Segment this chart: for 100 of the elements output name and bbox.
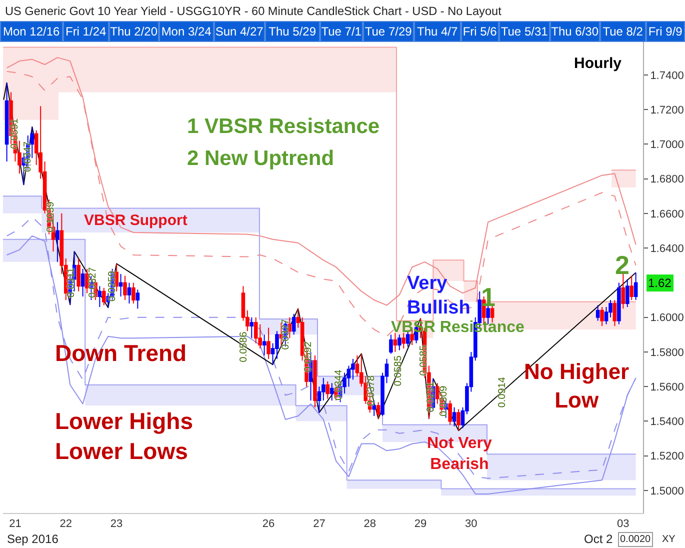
text: Sep 2016 — [7, 532, 59, 546]
y-tick-label: 1.5600 — [650, 381, 684, 394]
y-tick-label: 1.6600 — [650, 208, 684, 220]
text: 1.62 — [648, 276, 672, 290]
text: Mon 12/16 — [2, 24, 60, 38]
y-tick-label: 1.6000 — [650, 312, 684, 324]
chart-title: US Generic Govt 10 Year Yield - USGG10YR - 60 Minute CandleStick Chart - USD - No Layout — [5, 4, 502, 18]
y-tick-label: 1.5800 — [650, 346, 684, 359]
candlestick — [123, 275, 127, 301]
text: Thu 6/30 — [551, 24, 599, 38]
annotation: Lower Highs Lower Lows — [55, 408, 194, 464]
candlestick — [18, 140, 22, 174]
annotation: 0.0592 — [302, 341, 314, 372]
y-tick-label: 1.7200 — [650, 104, 684, 116]
annotation: 0.0259 — [107, 270, 118, 302]
candlestick — [98, 286, 102, 308]
text: Fri 5/6 — [462, 24, 498, 38]
candlestick — [398, 334, 402, 351]
candlestick — [452, 406, 456, 427]
text: Tue 8/2 — [602, 24, 644, 38]
x-tick-label: 30 — [465, 518, 478, 530]
y-tick-label: 1.7000 — [650, 139, 684, 152]
x-tick-label: 21 — [9, 518, 22, 530]
text: XY — [662, 534, 676, 545]
y-tick-label: 1.7400 — [650, 70, 684, 82]
annotation: 1 — [481, 282, 496, 312]
candlestick — [127, 282, 132, 304]
candlestick — [250, 316, 254, 339]
annotation: 0.0585 — [393, 355, 404, 386]
annotation: 0.0309 — [438, 385, 450, 416]
annotation: 0.0327 — [87, 266, 98, 298]
candlestick — [600, 306, 604, 326]
candlestick — [634, 272, 638, 301]
annotation: 0.0591 — [9, 118, 20, 150]
text: Fri 1/24 — [65, 24, 107, 38]
annotation: 0.0344 — [334, 369, 345, 400]
annotation: 0.0347 — [22, 140, 34, 172]
candlestick — [326, 380, 330, 400]
text: Thu 4/7 — [416, 24, 458, 38]
candlestick — [456, 408, 460, 432]
candlestick — [313, 354, 317, 408]
annotation: VBSR Support — [84, 212, 188, 229]
candlestick — [80, 268, 85, 298]
annotation: 0.1039 — [45, 201, 56, 232]
text: Oct 2 — [584, 532, 613, 546]
text: Thu 5/29 — [268, 24, 316, 38]
candlestick — [262, 334, 266, 356]
annotation: 0.0585 — [418, 344, 430, 376]
annotation: 0.0311 — [66, 267, 78, 298]
candlestick — [102, 287, 106, 306]
text: Fri 9/9 — [648, 24, 683, 38]
annotation: 0.0914 — [497, 376, 508, 408]
annotation: 1 VBSR Resistance — [187, 115, 380, 138]
candlestick — [266, 327, 270, 360]
text: Tue 5/31 — [500, 24, 548, 38]
x-tick-label: 27 — [313, 518, 326, 530]
candlestick — [596, 304, 600, 322]
candlestick — [448, 400, 452, 426]
candlestick — [76, 258, 80, 292]
annotation: 0.0378 — [366, 374, 377, 406]
x-tick-label: 28 — [364, 518, 376, 530]
candlestick — [389, 334, 393, 354]
text: 0.0020 — [620, 534, 652, 545]
candlestick — [56, 222, 60, 262]
x-tick-label: 22 — [60, 518, 72, 530]
annotation: 0.0586 — [238, 331, 250, 362]
candlestick — [402, 332, 406, 349]
annotation: Down Trend — [55, 340, 187, 366]
y-tick-label: 1.5400 — [650, 416, 684, 428]
candlestick — [625, 278, 630, 308]
annotation: 0.0231 — [425, 381, 436, 412]
y-tick-label: 1.5000 — [650, 485, 684, 498]
text: Tue 7/29 — [364, 24, 412, 38]
candlestick — [118, 274, 123, 298]
candlestick — [136, 289, 140, 310]
annotation: No Higher Low — [524, 359, 630, 413]
candlestick — [4, 82, 9, 162]
annotation: 2 — [615, 250, 630, 280]
annotation: Hourly — [574, 55, 622, 72]
candlestick — [292, 313, 296, 336]
y-tick-label: 1.6400 — [650, 242, 684, 255]
x-tick-label: 26 — [262, 518, 275, 530]
text: Mon 3/24 — [161, 24, 212, 38]
candlestick — [630, 275, 634, 301]
candlestick — [393, 332, 398, 352]
annotation: Very Bullish — [407, 273, 470, 319]
annotation: 0.0327 — [280, 318, 292, 350]
annotation: 2 New Uptrend — [187, 147, 334, 170]
text: Thu 2/20 — [110, 24, 158, 38]
candlestick — [617, 282, 621, 325]
text: Sun 4/27 — [215, 24, 264, 38]
y-tick-label: 1.5200 — [650, 450, 684, 463]
x-tick-label: 29 — [414, 518, 427, 530]
x-tick-label: 23 — [110, 518, 123, 530]
text: Tue 7/1 — [321, 24, 362, 38]
candlestick — [376, 402, 380, 420]
candlestick — [132, 282, 136, 304]
annotation: Not Very Bearish — [427, 435, 492, 473]
candlestick — [612, 300, 617, 326]
y-tick-label: 1.6800 — [650, 174, 684, 186]
